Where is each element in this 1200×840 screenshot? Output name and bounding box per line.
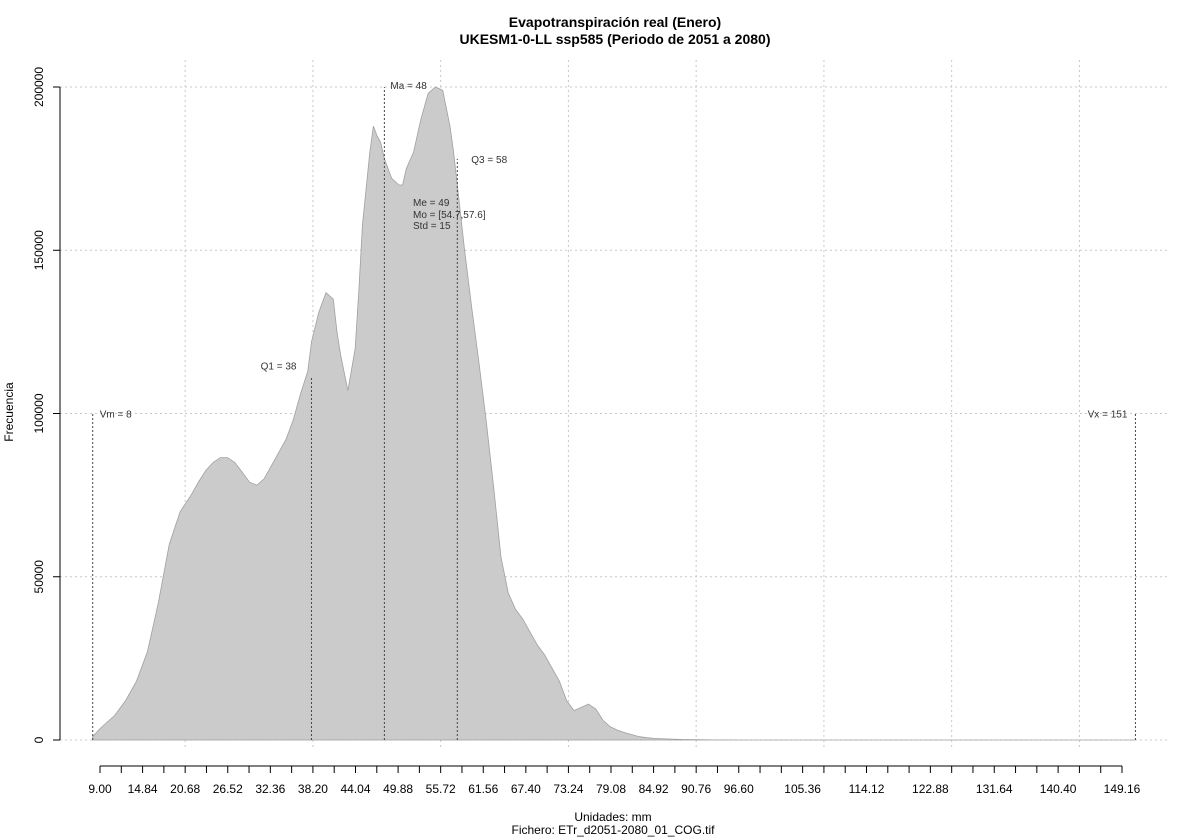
x-tick-label-20: 140.40 (1040, 782, 1077, 796)
x-tick-label-15: 96.60 (724, 782, 754, 796)
file-footer: Fichero: ETr_d2051-2080_01_COG.tif (512, 823, 716, 837)
vline-label-ma: Ma = 48 (390, 81, 427, 92)
x-tick-label-3: 26.52 (213, 782, 243, 796)
chart-subtitle: UKESM1-0-LL ssp585 (Periodo de 2051 a 20… (460, 31, 771, 47)
x-tick-label-17: 114.12 (849, 782, 885, 796)
x-tick-label-0: 9.00 (88, 782, 112, 796)
x-tick-label-13: 84.92 (639, 782, 669, 796)
density-area (92, 86, 1136, 741)
vline-label-q1: Q1 = 38 (261, 362, 297, 373)
stat-std: Std = 15 (413, 221, 451, 232)
y-tick-label-1: 50000 (32, 560, 46, 594)
vline-label-vm: Vm = 8 (100, 410, 132, 421)
x-tick-label-5: 38.20 (298, 782, 328, 796)
x-tick-label-10: 67.40 (511, 782, 541, 796)
y-tick-label-4: 200000 (32, 67, 46, 107)
x-tick-label-16: 105.36 (784, 782, 821, 796)
x-tick-label-14: 90.76 (681, 782, 711, 796)
y-tick-label-3: 150000 (32, 230, 46, 270)
x-tick-label-9: 61.56 (468, 782, 498, 796)
x-tick-label-6: 44.04 (340, 782, 370, 796)
y-tick-label-2: 100000 (32, 393, 46, 433)
x-tick-label-12: 79.08 (596, 782, 626, 796)
x-tick-label-8: 55.72 (426, 782, 456, 796)
reference-lines: Vm = 8 Q1 = 38 Ma = 48 Q3 = 58 Vx = 151 (92, 81, 1136, 740)
x-tick-label-7: 49.88 (383, 782, 413, 796)
stats-annotation: Me = 49 Mo = [54.7,57.6] Std = 15 (413, 198, 486, 232)
x-axis-label: Unidades: mm (574, 810, 651, 824)
x-tick-label-21: 149.16 (1104, 782, 1141, 796)
x-tick-label-19: 131.64 (976, 782, 1013, 796)
vline-label-vx: Vx = 151 (1088, 410, 1128, 421)
x-tick-label-2: 20.68 (170, 782, 200, 796)
x-tick-label-11: 73.24 (553, 782, 583, 796)
y-tick-label-0: 0 (32, 736, 46, 743)
chart-title: Evapotranspiración real (Enero) (509, 14, 721, 30)
x-tick-label-4: 32.36 (255, 782, 285, 796)
stat-mode: Mo = [54.7,57.6] (413, 210, 486, 221)
axes: 0 50000 100000 150000 200000 9.00 14.84 20.68 26… (32, 67, 1141, 796)
stat-median: Me = 49 (413, 198, 450, 209)
x-tick-label-18: 122.88 (912, 782, 949, 796)
x-tick-label-1: 14.84 (128, 782, 158, 796)
y-axis-label: Frecuencia (2, 382, 16, 442)
vline-label-q3: Q3 = 58 (471, 155, 507, 166)
density-area-group (92, 86, 1136, 741)
